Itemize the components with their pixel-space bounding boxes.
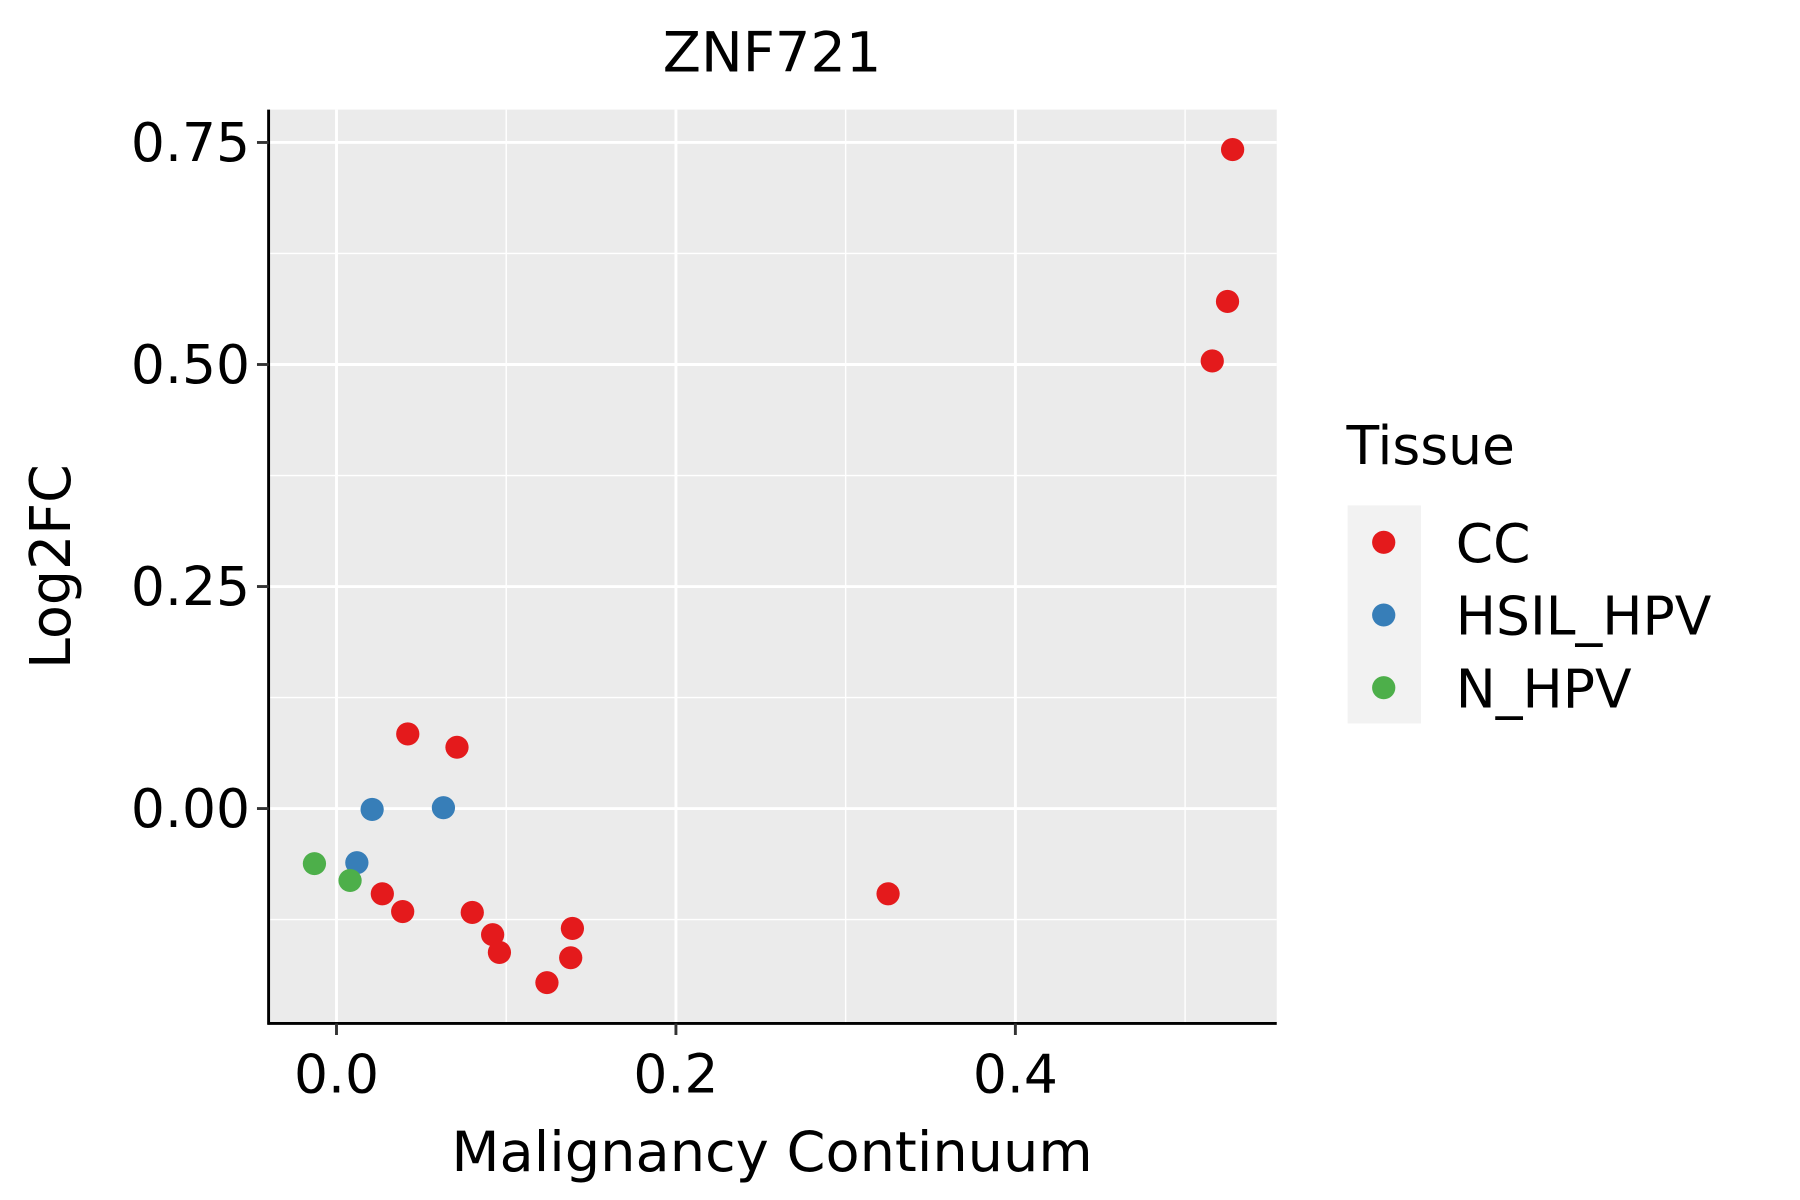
data-point-cc: [460, 900, 484, 924]
y-tick-label: 0.75: [131, 112, 250, 174]
data-point-cc: [559, 946, 583, 970]
x-axis-label: Malignancy Continuum: [451, 1120, 1092, 1185]
chart-title: ZNF721: [663, 21, 882, 86]
y-tick-label: 0.50: [131, 334, 250, 396]
points: [302, 138, 1245, 995]
x-tick-label: 0.2: [633, 1044, 718, 1106]
legend-label: N_HPV: [1456, 658, 1632, 720]
legend-title: Tissue: [1346, 415, 1515, 477]
x-tick-label: 0.0: [294, 1044, 379, 1106]
data-point-hsil-hpv: [431, 796, 456, 820]
data-point-cc: [391, 900, 415, 924]
data-point-cc: [445, 735, 469, 759]
legend-label: CC: [1456, 513, 1531, 575]
legend-label: HSIL_HPV: [1456, 586, 1711, 648]
legend-key-cc: [1372, 530, 1396, 554]
legend-key-hsil-hpv: [1372, 603, 1396, 627]
data-point-n-hpv: [302, 852, 327, 876]
data-point-cc: [1215, 289, 1240, 313]
ticks: 0.0 0.2 0.4 0.00 0.25 0.50 0.75: [131, 112, 1058, 1106]
y-axis-label: Log2FC: [19, 464, 84, 669]
data-point-hsil-hpv: [345, 851, 369, 875]
data-point-cc: [370, 882, 394, 906]
data-point-hsil-hpv: [360, 797, 384, 821]
y-tick-label: 0.00: [131, 778, 250, 840]
data-point-n-hpv: [338, 868, 362, 893]
data-point-cc: [481, 923, 505, 947]
data-point-cc: [1220, 138, 1245, 162]
data-point-cc: [396, 722, 420, 746]
data-point-cc: [487, 940, 512, 964]
data-point-cc: [1200, 349, 1224, 373]
panel-background: [268, 109, 1277, 1024]
y-tick-label: 0.25: [131, 556, 250, 618]
data-point-cc: [535, 971, 559, 995]
data-point-cc: [876, 882, 900, 906]
data-point-cc: [560, 916, 585, 940]
x-tick-label: 0.4: [973, 1044, 1058, 1106]
legend-key-n-hpv: [1372, 676, 1396, 700]
legend: Tissue CC HSIL_HPV N_HPV: [1346, 415, 1711, 724]
